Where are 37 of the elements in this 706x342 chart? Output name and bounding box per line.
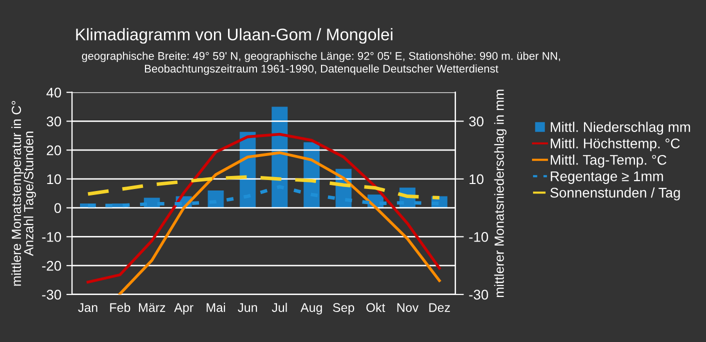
y-tick-label: 20 xyxy=(46,145,62,156)
x-tick-label: Feb xyxy=(110,302,130,312)
legend-label: Mittl. Niederschlag mm xyxy=(550,122,690,135)
legend-label: Sonnenstunden / Tag xyxy=(550,187,680,200)
legend-label: Mittl. Höchsttemp. °C xyxy=(550,138,680,152)
y-tick-label: 10 xyxy=(47,174,62,184)
y-tick-label: 30 xyxy=(46,116,62,126)
y-tick-label: -10 xyxy=(42,232,62,242)
chart-title: Klimadiagramm von Ulaan-Gom / Mongolei xyxy=(76,28,392,44)
line-series xyxy=(86,132,441,284)
x-tick-label: Jul xyxy=(272,302,287,312)
x-tick-label: Dez xyxy=(429,303,450,312)
y2-tick-label: -30 xyxy=(469,290,488,300)
x-tick-label: Aug xyxy=(300,303,322,314)
y2-axis-title: mittlerer Monatsniederschlag in mm xyxy=(494,90,506,298)
x-tick-label: Jun xyxy=(238,303,257,312)
line-series xyxy=(86,175,442,200)
x-tick-label: Mai xyxy=(206,302,225,312)
y-tick-label: 40 xyxy=(46,88,62,98)
x-tick-label: Jan xyxy=(78,303,98,312)
x-tick-label: März xyxy=(139,303,166,312)
chart-subtitle: geographische Breite: 49° 59' N, geographische Länge: 92° 05' E, Stationshöhe: 990 m. über NN, Beobachtungszeitraum 1961-1990, Datenquelle Deutscher Wetterdienst xyxy=(82,52,560,75)
x-tick-label: Nov xyxy=(397,303,419,312)
y-tick-label: -20 xyxy=(42,260,62,271)
x-tick-label: Sep xyxy=(333,303,354,314)
y-axis-title: mittlere Monatstemperatur in C° Anzahl Tage/Stunden xyxy=(11,100,36,286)
y2-tick-label: 30 xyxy=(469,116,484,126)
legend-label: Mittl. Tag-Temp. °C xyxy=(550,154,666,168)
y-tick-label: -30 xyxy=(42,290,62,300)
y2-tick-label: -10 xyxy=(469,232,488,242)
line-series xyxy=(86,185,442,208)
y2-tick-label: 10 xyxy=(470,174,484,184)
line-series xyxy=(118,151,441,294)
x-tick-label: Apr xyxy=(174,303,194,314)
x-tick-label: Okt xyxy=(366,302,386,312)
legend-label: Regentage ≥ 1mm xyxy=(550,172,663,184)
y-tick-label: 0 xyxy=(54,203,62,214)
